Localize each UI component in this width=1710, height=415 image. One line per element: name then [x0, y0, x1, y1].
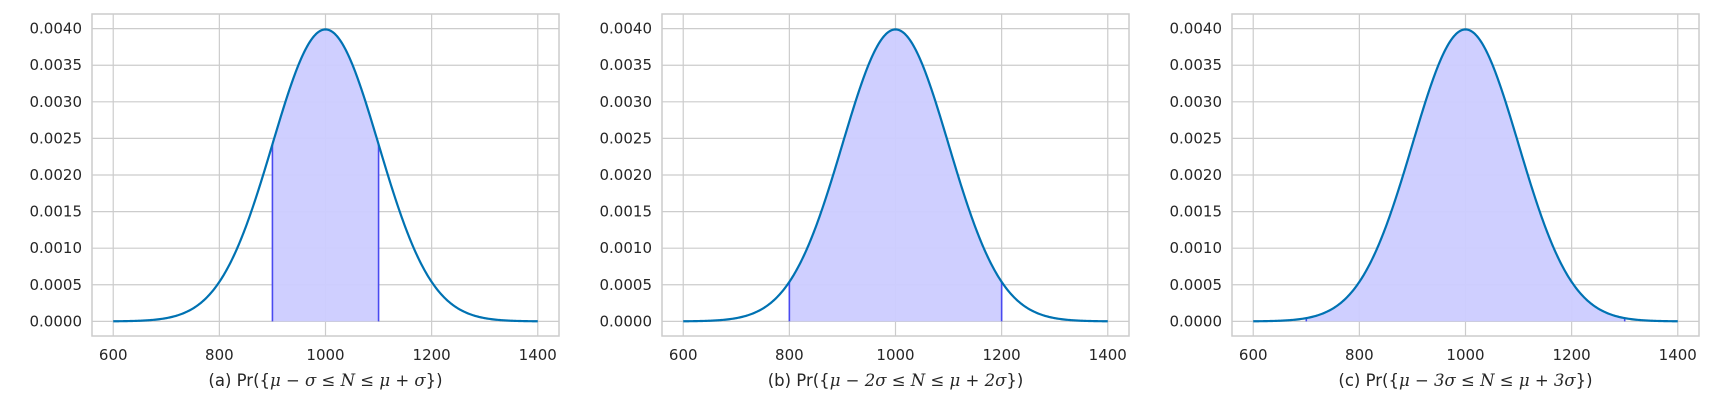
y-tick-label: 0.0030 [600, 93, 653, 111]
y-tick-label: 0.0000 [600, 312, 653, 330]
x-tick-label: 600 [1239, 346, 1268, 364]
y-tick-label: 0.0000 [1170, 312, 1223, 330]
x-axis-label: (b) Pr({μ − 2σ ≤ N ≤ μ + 2σ}) [768, 371, 1024, 390]
y-tick-label: 0.0015 [30, 203, 83, 221]
shaded-area [272, 29, 379, 322]
panel-c: 0.0000 0.0005 0.0010 0.0015 0.0020 0.0025 0.00… [1170, 13, 1700, 390]
axes-frame [1231, 13, 1700, 337]
y-tick-label: 0.0025 [30, 129, 83, 147]
density-curve [1253, 28, 1678, 323]
y-tick-label: 0.0025 [600, 129, 653, 147]
y-tick-label: 0.0025 [1170, 129, 1223, 147]
axes-frame [661, 13, 1130, 337]
x-tick-label: 1000 [306, 346, 344, 364]
y-tick-label: 0.0040 [1170, 20, 1223, 38]
x-axis-label: (c) Pr({μ − 3σ ≤ N ≤ μ + 3σ}) [1338, 371, 1592, 390]
x-axis-label-prefix: (a) Pr({ [208, 371, 270, 390]
x-tick-label: 800 [205, 346, 234, 364]
y-tick-label: 0.0015 [1170, 203, 1223, 221]
panel-b: 0.0000 0.0005 0.0010 0.0015 0.0020 0.0025 0.00… [600, 13, 1130, 390]
density-curve [113, 28, 538, 323]
x-axis-label-suffix: }) [426, 371, 443, 390]
density-curve [683, 28, 1108, 323]
y-tick-label: 0.0040 [600, 20, 653, 38]
x-axis-label-suffix: }) [1576, 371, 1593, 390]
x-tick-label: 1200 [983, 346, 1021, 364]
x-axis-label-prefix: (b) Pr({ [768, 371, 830, 390]
y-tick-label: 0.0020 [600, 166, 653, 184]
y-tick-label: 0.0020 [1170, 166, 1223, 184]
x-tick-label: 600 [669, 346, 698, 364]
shaded-area [1306, 29, 1625, 322]
y-tick-label: 0.0010 [600, 239, 653, 257]
y-tick-label: 0.0020 [30, 166, 83, 184]
y-tick-label: 0.0005 [600, 276, 653, 294]
x-axis-label-math: μ − σ ≤ N ≤ μ + σ [270, 371, 426, 390]
y-tick-label: 0.0030 [1170, 93, 1223, 111]
y-tick-label: 0.0000 [30, 312, 83, 330]
y-tick-label: 0.0035 [30, 56, 83, 74]
y-tick-label: 0.0010 [30, 239, 83, 257]
shaded-area [789, 29, 1002, 322]
x-tick-label: 600 [99, 346, 128, 364]
x-tick-label: 1000 [1446, 346, 1484, 364]
y-tick-label: 0.0015 [600, 203, 653, 221]
panel-a: 0.0000 0.0005 0.0010 0.0015 0.0020 0.0025 0.00… [30, 13, 560, 390]
y-tick-label: 0.0030 [30, 93, 83, 111]
x-tick-label: 800 [1345, 346, 1374, 364]
x-axis-label-prefix: (c) Pr({ [1338, 371, 1399, 390]
x-tick-label: 1200 [413, 346, 451, 364]
x-tick-label: 1200 [1553, 346, 1591, 364]
x-axis-label-math: μ − 3σ ≤ N ≤ μ + 3σ [1399, 371, 1576, 390]
y-tick-label: 0.0035 [600, 56, 653, 74]
x-axis-label-math: μ − 2σ ≤ N ≤ μ + 2σ [830, 371, 1007, 390]
x-tick-label: 1400 [1089, 346, 1127, 364]
y-tick-label: 0.0010 [1170, 239, 1223, 257]
x-axis-label-suffix: }) [1006, 371, 1023, 390]
x-tick-label: 1400 [519, 346, 557, 364]
y-tick-label: 0.0005 [1170, 276, 1223, 294]
axes-frame [91, 13, 560, 337]
x-tick-label: 1400 [1659, 346, 1697, 364]
y-tick-label: 0.0035 [1170, 56, 1223, 74]
x-tick-label: 800 [775, 346, 804, 364]
x-tick-label: 1000 [876, 346, 914, 364]
y-tick-label: 0.0005 [30, 276, 83, 294]
x-axis-label: (a) Pr({μ − σ ≤ N ≤ μ + σ}) [208, 371, 442, 390]
y-tick-label: 0.0040 [30, 20, 83, 38]
